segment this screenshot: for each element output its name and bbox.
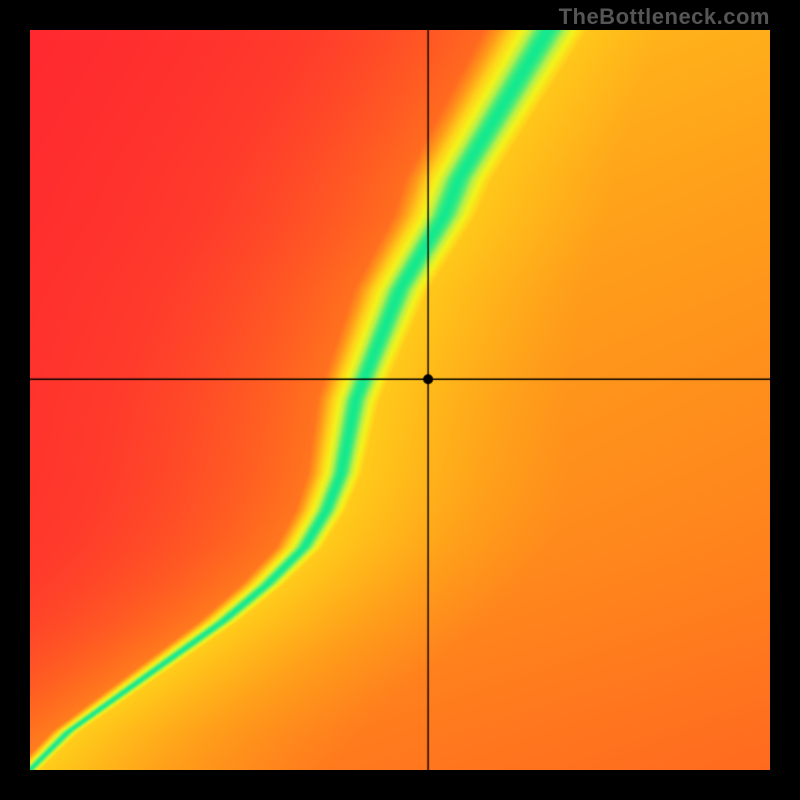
chart-container: TheBottleneck.com <box>0 0 800 800</box>
watermark: TheBottleneck.com <box>559 4 770 30</box>
heatmap-canvas <box>30 30 770 770</box>
heatmap-plot <box>30 30 770 770</box>
